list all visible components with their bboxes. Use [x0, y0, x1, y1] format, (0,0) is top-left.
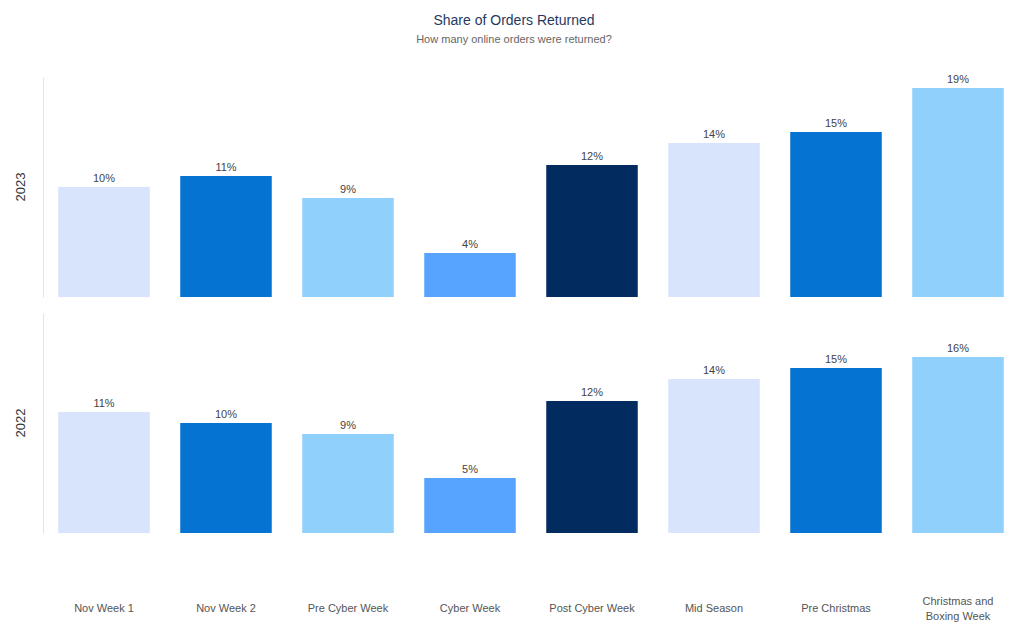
bar [302, 198, 394, 297]
x-tick-label-line: Nov Week 1 [74, 602, 134, 614]
x-tick: Mid Season [685, 600, 743, 614]
x-tick: Pre Cyber Week [308, 600, 389, 614]
data-label: 14% [703, 128, 725, 140]
bar [58, 187, 150, 297]
data-label: 5% [462, 463, 478, 475]
bar [546, 401, 638, 533]
bar [424, 478, 516, 533]
x-tick-label-line: Nov Week 2 [196, 602, 256, 614]
bar [668, 143, 760, 297]
bar [790, 368, 882, 533]
bar [912, 88, 1004, 297]
x-tick-label: Nov Week 2 [196, 602, 256, 614]
panel: 2023 10% 11% 9% 4% 12% 14% 15% 19% [13, 73, 1004, 298]
x-tick-label-line: Post Cyber Week [549, 602, 635, 614]
data-label: 11% [215, 161, 236, 173]
data-label: 15% [825, 353, 847, 365]
data-labels: 10% 11% 9% 4% 12% 14% 15% 19% [93, 73, 969, 250]
bar [912, 357, 1004, 533]
data-label: 10% [215, 408, 237, 420]
data-label: 16% [947, 342, 969, 354]
x-tick-label: Mid Season [685, 602, 743, 614]
bar [302, 434, 394, 533]
bars [58, 357, 1004, 533]
x-tick-label: Post Cyber Week [549, 602, 635, 614]
bar [790, 132, 882, 297]
subtitle: How many online orders were returned? [416, 33, 612, 45]
data-label: 12% [581, 150, 603, 162]
x-tick-label: Pre Christmas [801, 602, 871, 614]
x-tick-label-line: Pre Christmas [801, 602, 871, 614]
x-axis: Nov Week 1 Nov Week 2 Pre Cyber Week Cyber … [74, 595, 993, 622]
bars [58, 88, 1004, 297]
y-axis-line [43, 314, 44, 534]
data-label: 10% [93, 172, 115, 184]
bar [668, 379, 760, 533]
y-axis [43, 314, 44, 534]
data-labels: 11% 10% 9% 5% 12% 14% 15% 16% [93, 342, 969, 475]
title: Share of Orders Returned [433, 12, 594, 28]
bar [424, 253, 516, 297]
x-tick-label-line: Pre Cyber Week [308, 602, 389, 614]
data-label: 15% [825, 117, 847, 129]
x-tick-label-line: Mid Season [685, 602, 743, 614]
x-tick: Nov Week 2 [196, 600, 256, 614]
x-tick-label: Christmas and Boxing Week [923, 595, 994, 622]
data-label: 14% [703, 364, 725, 376]
x-tick-label-line: Boxing Week [926, 610, 991, 622]
row-label: 2023 [13, 173, 28, 202]
bar [58, 412, 150, 533]
x-tick: Post Cyber Week [549, 600, 635, 614]
data-label: 9% [340, 419, 356, 431]
data-label: 11% [93, 397, 114, 409]
data-label: 4% [462, 238, 478, 250]
y-axis [43, 78, 44, 298]
data-label: 12% [581, 386, 603, 398]
data-label: 19% [947, 73, 969, 85]
bar [180, 423, 272, 533]
x-tick-label-line: Cyber Week [440, 602, 501, 614]
x-tick-label: Nov Week 1 [74, 602, 134, 614]
y-axis-line [43, 78, 44, 298]
x-tick-label-line: Christmas and [923, 595, 994, 607]
x-tick: Cyber Week [440, 600, 501, 614]
chart: Share of Orders Returned How many online … [0, 0, 1024, 628]
bar [546, 165, 638, 297]
panel: 2022 11% 10% 9% 5% 12% 14% 15% 16% [13, 314, 1004, 534]
row-label: 2022 [13, 409, 28, 438]
x-tick: Christmas and Boxing Week [923, 595, 994, 622]
x-tick-label: Cyber Week [440, 602, 501, 614]
x-tick: Nov Week 1 [74, 600, 134, 614]
x-tick: Pre Christmas [801, 600, 871, 614]
x-tick-label: Pre Cyber Week [308, 602, 389, 614]
bar [180, 176, 272, 297]
data-label: 9% [340, 183, 356, 195]
